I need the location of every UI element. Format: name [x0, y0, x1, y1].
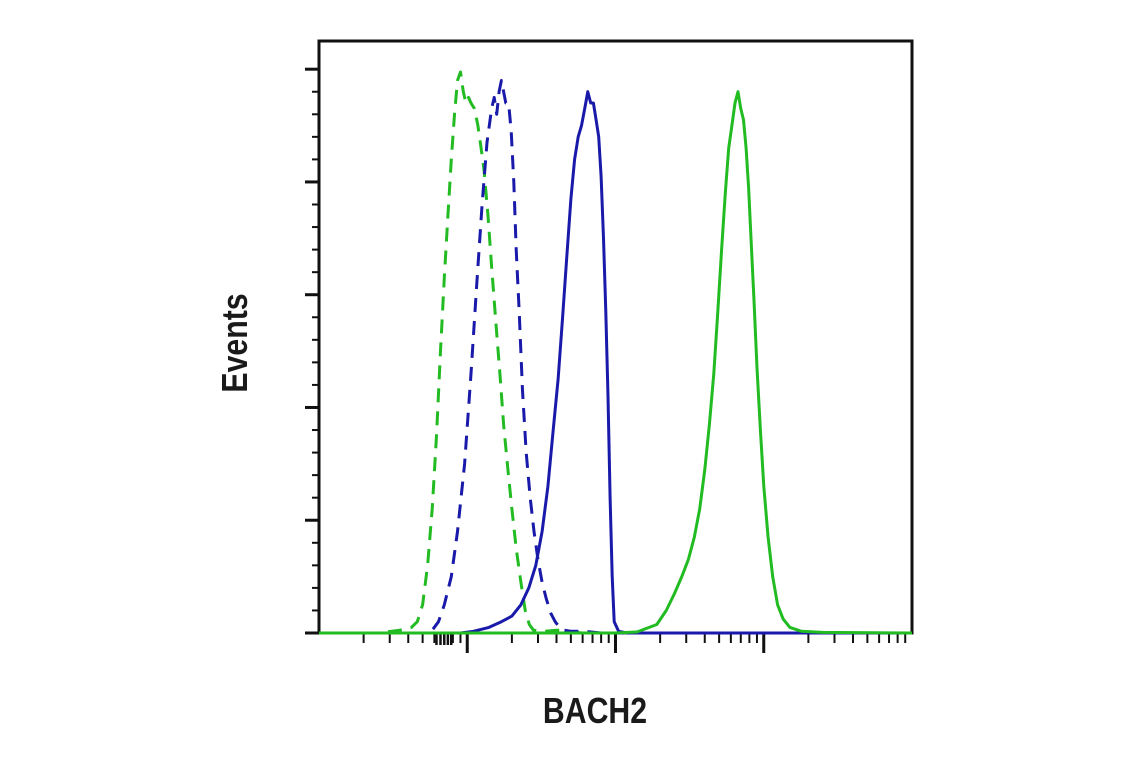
histogram-series-1: [319, 70, 912, 635]
histogram-series-3: [319, 90, 912, 635]
x-axis-label: BACH2: [542, 690, 648, 731]
y-axis-ticks: [305, 67, 319, 635]
histogram-series-2: [319, 79, 912, 635]
plot-frame: [317, 39, 914, 635]
series-layer: [319, 70, 913, 635]
x-axis-ticks: [362, 633, 907, 653]
y-axis-label: Events: [214, 293, 255, 393]
histogram-series-4: [319, 90, 913, 635]
